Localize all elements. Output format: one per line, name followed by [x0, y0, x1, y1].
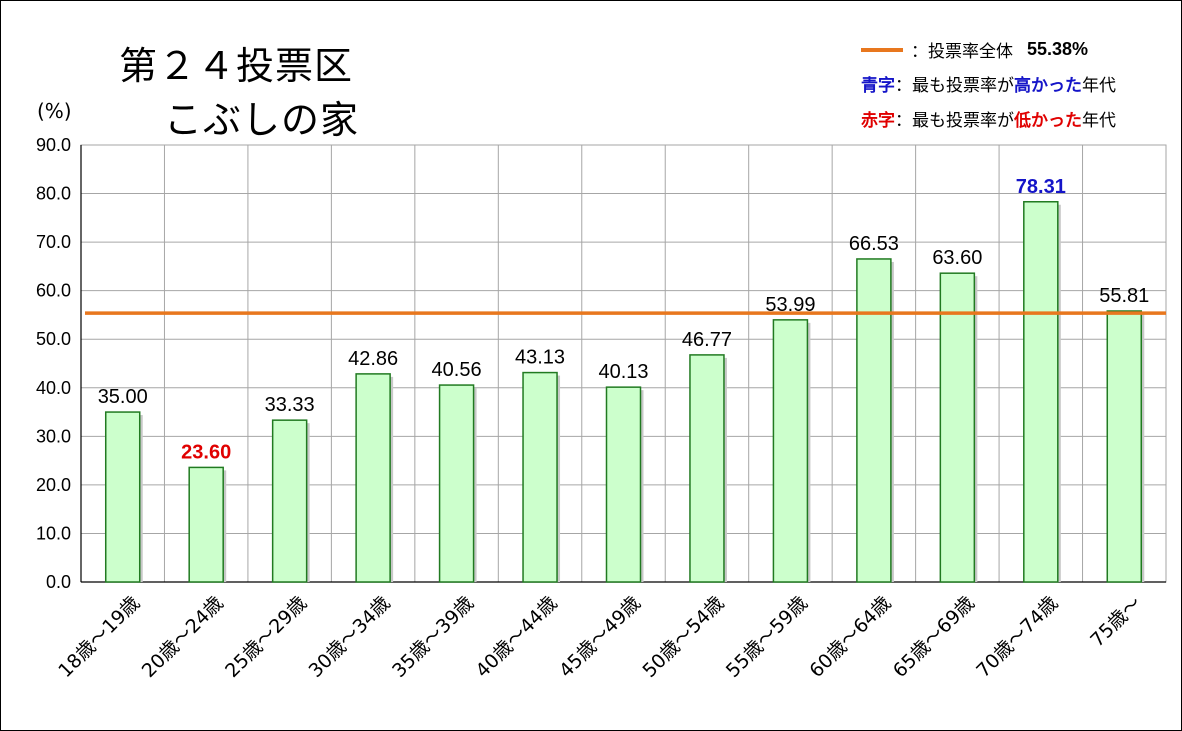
y-tick-label: 0.0 — [46, 572, 71, 592]
x-tick-label: 45歳～49歳 — [555, 592, 645, 682]
legend-overall-value: 55.38% — [1027, 39, 1089, 59]
bar-value-label: 35.00 — [98, 386, 148, 408]
chart-title-line-1: 第２４投票区 — [119, 44, 354, 88]
y-tick-label: 10.0 — [36, 523, 71, 543]
bar — [1106, 310, 1143, 583]
y-tick-label: 60.0 — [36, 281, 71, 301]
legend-low-post: 年代 — [1082, 111, 1116, 131]
legend-low-pre: ：最も投票率が — [895, 111, 1014, 131]
legend-high-key: 青字 — [861, 76, 895, 96]
x-tick-label: 30歳～34歳 — [305, 592, 395, 682]
legend-low-key: 赤字 — [861, 111, 895, 131]
x-tick-label: 70歳～74歳 — [972, 592, 1062, 682]
bar-value-label: 63.60 — [932, 247, 982, 269]
bar — [772, 319, 809, 583]
legend-low-emph: 低かった — [1014, 111, 1082, 131]
x-tick-label: 60歳～64歳 — [805, 592, 895, 682]
x-tick-label: 20歳～24歳 — [138, 592, 228, 682]
bar — [522, 371, 558, 583]
y-tick-label: 90.0 — [36, 135, 71, 155]
bar — [1023, 201, 1059, 583]
legend-high-pre: ：最も投票率が — [895, 76, 1014, 96]
x-tick-label: 25歳～29歳 — [221, 592, 311, 682]
x-tick-label: 18歳～19歳 — [54, 592, 144, 682]
y-tick-label: 40.0 — [36, 378, 71, 398]
bar-value-label: 23.60 — [181, 441, 231, 463]
legend-high: 青字 ：最も投票率が 高かった 年代 — [861, 71, 1116, 96]
y-tick-label: 30.0 — [36, 426, 71, 446]
x-tick-label: 35歳～39歳 — [388, 592, 478, 682]
x-tick-label: 40歳～44歳 — [472, 592, 562, 682]
legend-line-swatch — [861, 47, 903, 52]
legend-high-post: 年代 — [1082, 76, 1116, 96]
x-tick-label: 65歳～69歳 — [889, 592, 979, 682]
x-tick-label: 75歳～ — [1086, 592, 1146, 652]
bar-value-label: 55.81 — [1099, 285, 1149, 307]
bar-value-label: 66.53 — [849, 233, 899, 255]
legend-overall-label: ：投票率全体 — [911, 42, 1013, 62]
legend-overall: ：投票率全体 55.38% — [861, 37, 1088, 62]
bar-value-label: 33.33 — [265, 394, 315, 416]
chart-title-line-2: こぶしの家 — [164, 98, 360, 142]
bar — [605, 386, 642, 583]
bar-value-label: 42.86 — [348, 348, 398, 370]
y-axis-unit: (%) — [37, 99, 72, 123]
legend-high-emph: 高かった — [1014, 76, 1082, 96]
legend-low: 赤字 ：最も投票率が 低かった 年代 — [861, 106, 1116, 131]
bar-value-label: 40.56 — [432, 359, 482, 381]
bar — [188, 466, 224, 583]
bar — [689, 354, 725, 583]
y-tick-label: 50.0 — [36, 329, 71, 349]
bar — [104, 411, 141, 583]
bar — [939, 272, 976, 583]
bar-value-label: 43.13 — [515, 347, 565, 369]
bar-value-label: 78.31 — [1016, 176, 1066, 198]
y-tick-label: 20.0 — [36, 475, 71, 495]
x-tick-label: 55歳～59歳 — [722, 592, 812, 682]
x-tick-label: 50歳～54歳 — [638, 592, 728, 682]
bar-value-label: 40.13 — [598, 361, 648, 383]
bar — [856, 258, 892, 583]
bar — [271, 419, 308, 583]
bar-value-label: 53.99 — [765, 294, 815, 316]
bar — [438, 384, 475, 583]
y-tick-label: 80.0 — [36, 184, 71, 204]
bar — [355, 373, 391, 583]
bar-value-label: 46.77 — [682, 329, 732, 351]
y-tick-label: 70.0 — [36, 232, 71, 252]
